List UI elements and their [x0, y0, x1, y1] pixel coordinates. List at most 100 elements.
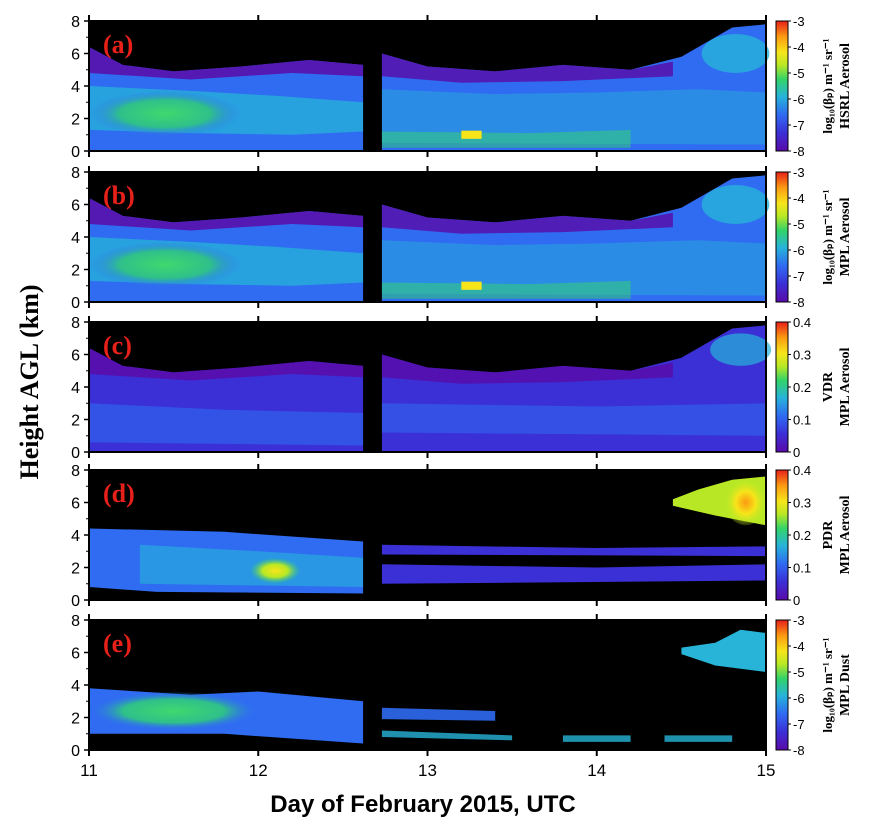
field-region [89, 198, 364, 231]
field-region [381, 204, 673, 234]
field-region [89, 403, 364, 446]
colorbar-tick-label: -8 [793, 295, 805, 310]
y-tick-label: 2 [71, 263, 80, 280]
field-region [381, 175, 766, 302]
x-tick-label: 13 [418, 761, 437, 780]
colorbar-tick-label: -3 [793, 613, 805, 628]
data-gap [363, 322, 382, 452]
y-tick-label: 8 [71, 463, 80, 480]
colorbar-tick-label: -5 [793, 217, 805, 232]
colorbar-title-line1: log₁₀(βₚ) m⁻¹ sr⁻¹ [820, 38, 835, 133]
x-tick-label: 15 [757, 761, 776, 780]
field-region [89, 691, 259, 731]
y-tick-label: 8 [71, 315, 80, 332]
colorbar-tick-label: -6 [793, 92, 805, 107]
y-tick-label: 8 [71, 165, 80, 182]
y-tick-label: 8 [71, 14, 80, 31]
colorbar-tick-label: 0.4 [793, 315, 811, 330]
field-region [381, 24, 766, 151]
panel-e: (e) 0 2 4 6 8 -3 -4 -5 -6 -7 -8 log₁₀(βₚ) m⁻¹ sr⁻¹ MP… [71, 613, 853, 780]
colorbar [775, 321, 789, 453]
data-gap [363, 172, 382, 302]
colorbar-tick-label: -5 [793, 665, 805, 680]
field-region [725, 479, 766, 526]
y-tick-label: 8 [71, 613, 80, 630]
panel-c: (c) 0 2 4 6 8 0.4 0.3 0.2 0.1 0 VDR MPL Aerosol [71, 315, 853, 462]
x-axis-label: Day of February 2015, UTC [270, 791, 575, 818]
data-gap [363, 620, 382, 750]
field-region [381, 564, 766, 584]
y-tick-label: 6 [71, 646, 80, 663]
field-region [381, 730, 513, 741]
colorbar-tick-label: 0.1 [793, 561, 811, 576]
panel-label: (c) [103, 331, 132, 360]
field-region [461, 281, 482, 290]
colorbar-tick-label: 0.3 [793, 496, 811, 511]
panel-label: (e) [103, 629, 132, 658]
x-tick-label: 12 [249, 761, 268, 780]
colorbar-tick-label: -5 [793, 66, 805, 81]
y-tick-label: 6 [71, 198, 80, 215]
y-tick-label: 0 [71, 445, 80, 462]
colorbar-tick-label: 0.3 [793, 348, 811, 363]
y-tick-label: 6 [71, 496, 80, 513]
colorbar-tick-label: -3 [793, 14, 805, 29]
colorbar-tick-label: -8 [793, 743, 805, 758]
colorbar [775, 469, 789, 601]
y-tick-label: 4 [71, 678, 80, 695]
y-tick-label: 4 [71, 528, 80, 545]
y-tick-label: 6 [71, 47, 80, 64]
colorbar-tick-label: -7 [793, 717, 805, 732]
field-region [681, 629, 766, 672]
y-tick-label: 0 [71, 593, 80, 610]
field-region [381, 354, 673, 384]
field-region [701, 185, 770, 224]
field-region [562, 735, 631, 742]
colorbar-tick-label: -7 [793, 269, 805, 284]
colorbar-title-line2: HSRL Aerosol [838, 43, 853, 129]
colorbar-tick-label: -6 [793, 243, 805, 258]
x-tick-label: 11 [80, 761, 98, 780]
panel-label: (b) [103, 181, 135, 210]
y-tick-label: 2 [71, 711, 80, 728]
field-region [701, 34, 770, 73]
y-tick-label: 0 [71, 295, 80, 312]
field-region [89, 241, 242, 288]
colorbar-title-line2: MPL Aerosol [838, 198, 853, 277]
x-tick-label: 14 [587, 761, 606, 780]
field-region [381, 403, 766, 436]
field-region [381, 707, 496, 721]
colorbar-tick-label: -4 [793, 639, 805, 654]
colorbar-title: log₁₀(βₚ) m⁻¹ sr⁻¹ MPL Aerosol [820, 189, 853, 284]
colorbar-title-line2: MPL Aerosol [838, 496, 853, 575]
data-gap [363, 21, 382, 151]
colorbar-tick-label: 0 [793, 593, 800, 608]
panel-label: (a) [103, 30, 133, 59]
y-tick-label: 0 [71, 144, 80, 161]
colorbar-title-line1: log₁₀(βₚ) m⁻¹ sr⁻¹ [820, 189, 835, 284]
colorbar-tick-label: 0.2 [793, 528, 811, 543]
colorbar-title: log₁₀(βₚ) m⁻¹ sr⁻¹ HSRL Aerosol [820, 38, 853, 133]
panel-b: (b) 0 2 4 6 8 -3 -4 -5 -6 -7 -8 log₁₀(βₚ) m⁻¹ sr⁻¹ MP… [71, 165, 853, 312]
y-tick-label: 2 [71, 112, 80, 129]
colorbar-title-line2: MPL Aerosol [838, 348, 853, 427]
field-region [89, 47, 364, 80]
data-gap [363, 470, 382, 600]
field-region [249, 557, 301, 584]
field-region [381, 544, 766, 557]
panel-a: (a) 0 2 4 6 8 -3 -4 -5 -6 -7 -8 log₁₀(βₚ) m⁻¹ sr⁻¹ HS… [71, 14, 853, 161]
colorbar-tick-label: -7 [793, 118, 805, 133]
colorbar-title: log₁₀(βₚ) m⁻¹ sr⁻¹ MPL Dust [820, 637, 853, 732]
field-region [139, 544, 364, 587]
y-tick-label: 2 [71, 413, 80, 430]
colorbar-tick-label: -3 [793, 165, 805, 180]
field-region [381, 53, 673, 83]
field-region [461, 130, 482, 139]
y-tick-label: 4 [71, 380, 80, 397]
colorbar-tick-label: 0.1 [793, 413, 811, 428]
colorbar-title-line1: log₁₀(βₚ) m⁻¹ sr⁻¹ [820, 637, 835, 732]
panel-d: (d) 0 2 4 6 8 0.4 0.3 0.2 0.1 0 PDR MPL Aerosol [71, 463, 853, 610]
colorbar [775, 619, 789, 751]
